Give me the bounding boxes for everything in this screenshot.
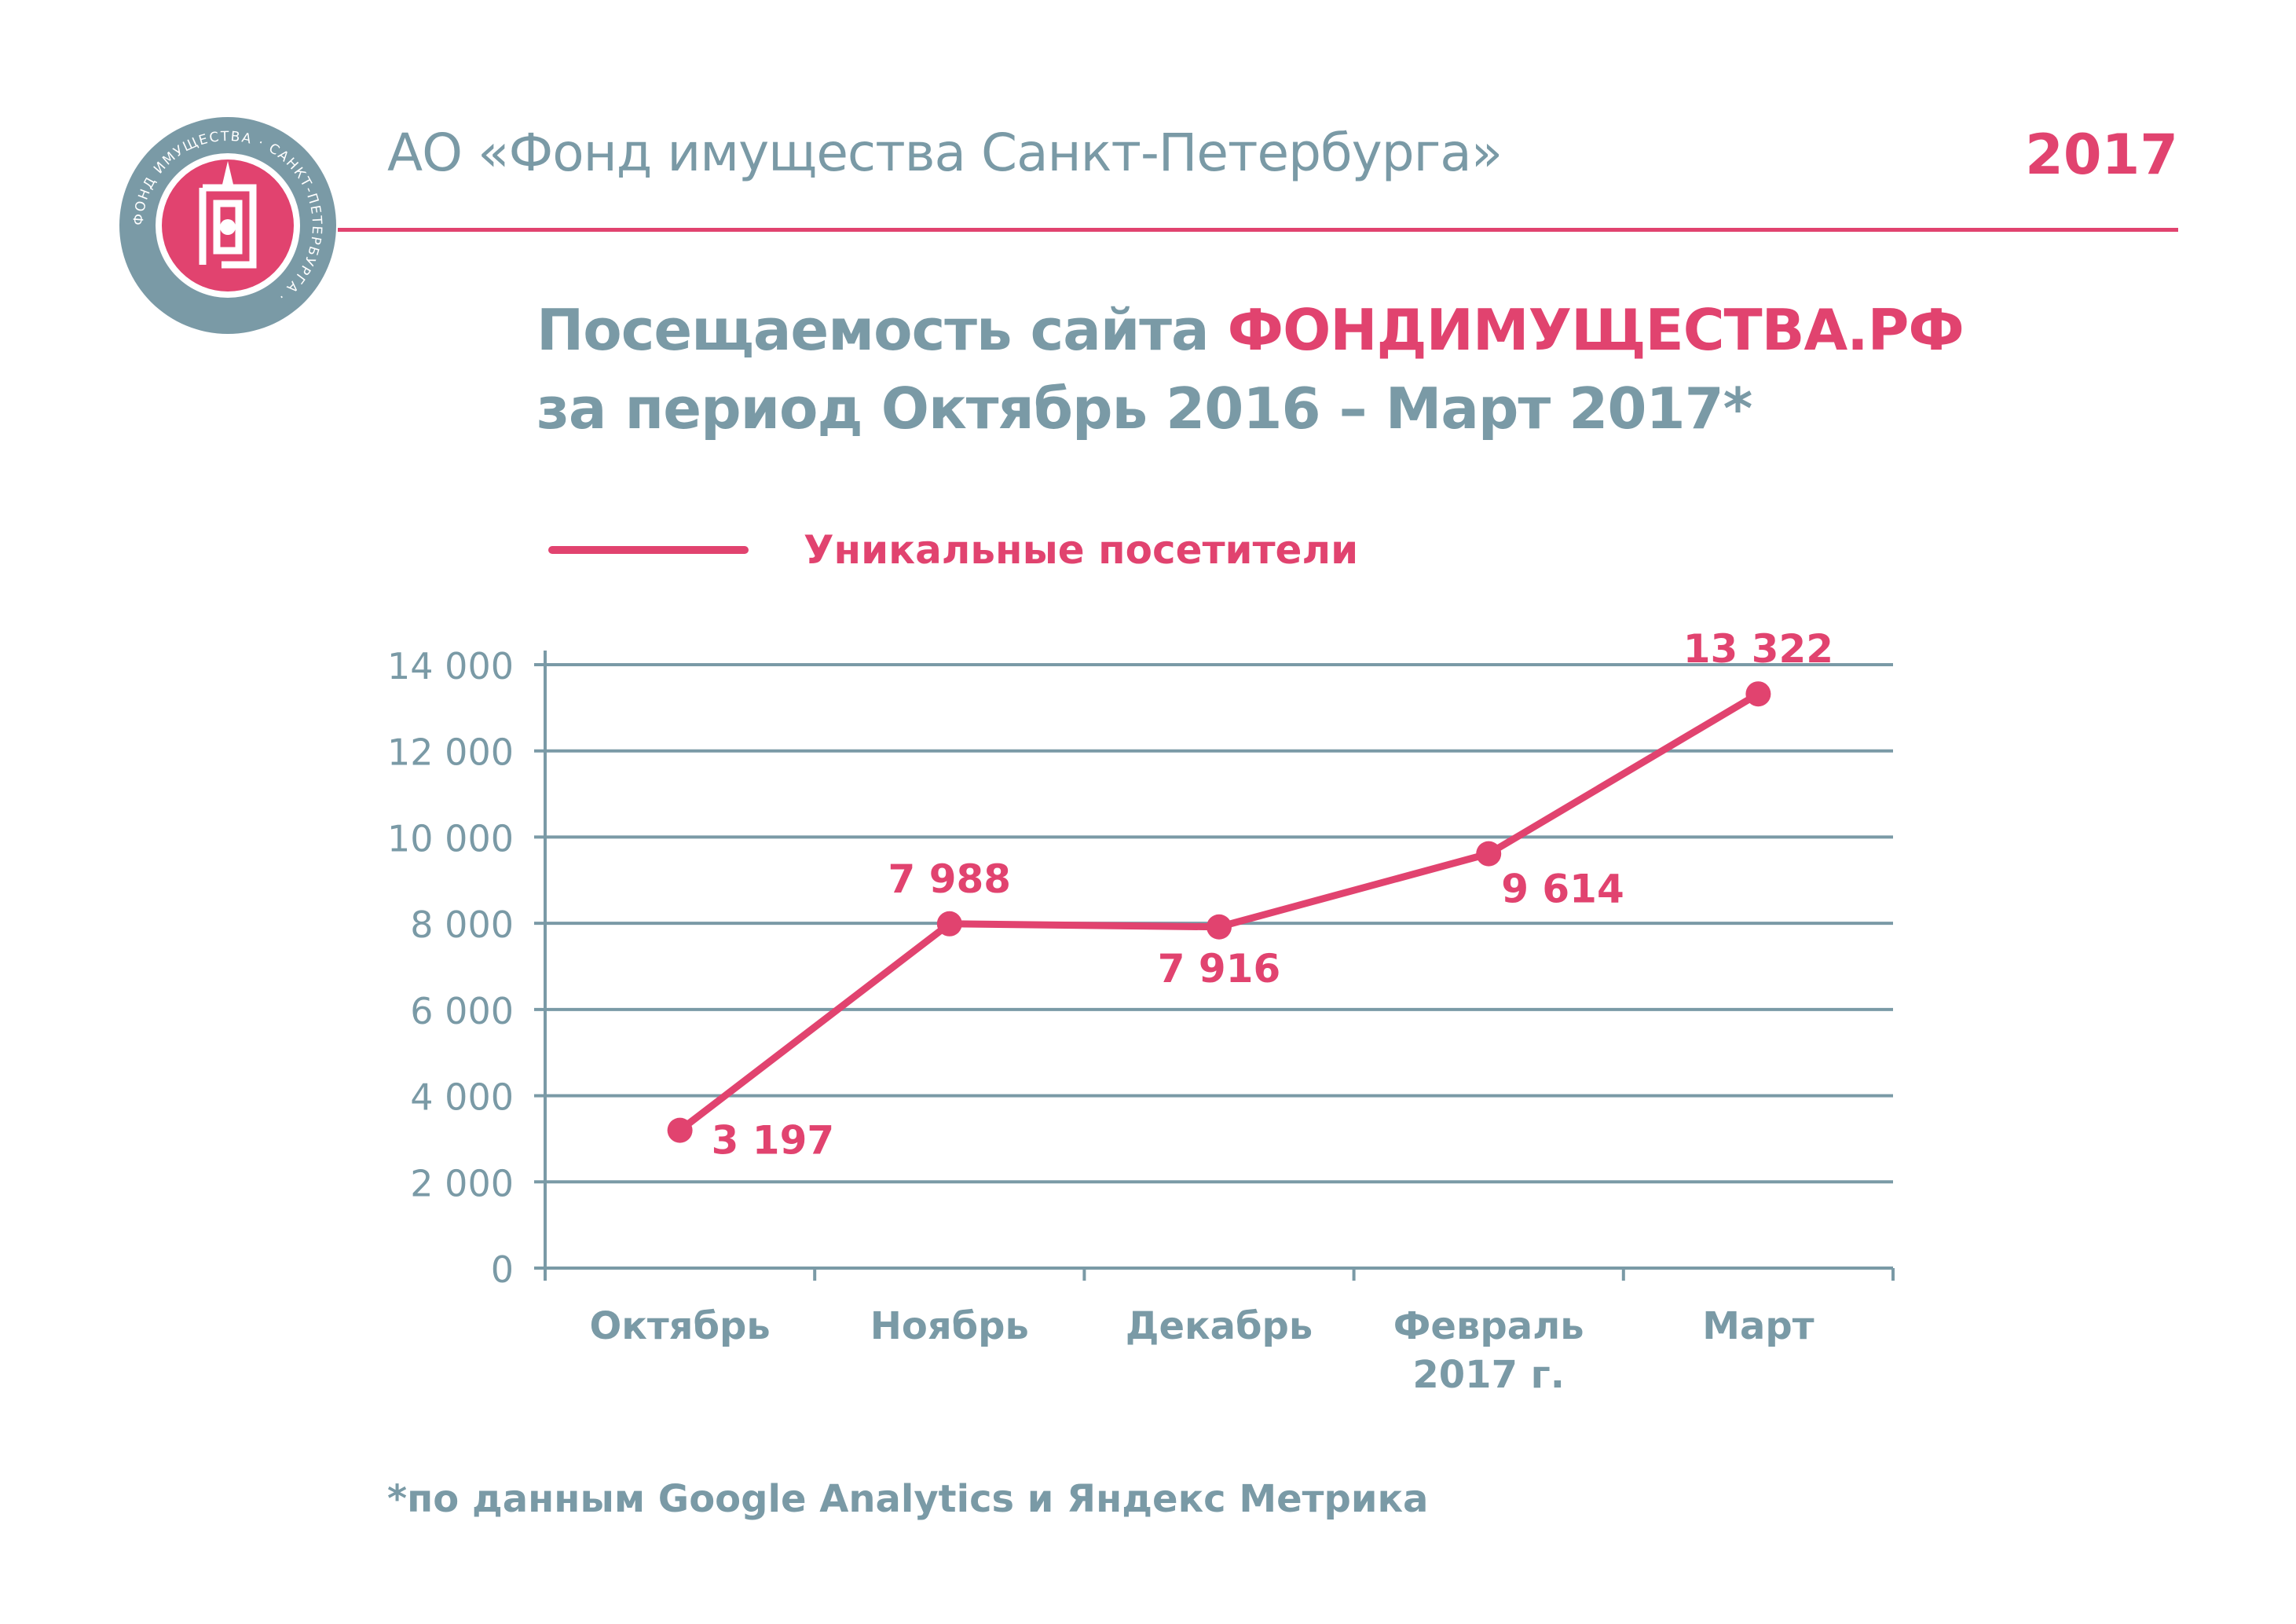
x-tick-label-line: Март [1702,1304,1814,1348]
logo-emblem-icon: ФОНД ИМУЩЕСТВА · САНКТ-ПЕТЕРБУРГА · [119,117,336,334]
data-label: 7 988 [888,856,1012,902]
chart-title-line2: за период Октябрь 2016 – Март 2017* [536,376,1752,442]
data-label: 9 614 [1501,867,1624,912]
data-point [1207,914,1232,940]
x-tick-label-line: 2017 г. [1412,1353,1565,1397]
legend-label: Уникальные посетители [804,527,1359,573]
site-name-accent: ФОНДИМУЩЕСТВА.РФ [1227,297,1965,363]
chart-title: Посещаемость сайта ФОНДИМУЩЕСТВА.РФ за п… [536,291,1965,448]
grid-layer [534,663,1893,1184]
data-point [936,911,962,937]
x-tick-label: Ноябрь [870,1304,1029,1348]
data-point [1745,681,1771,707]
data-point [667,1117,693,1143]
y-tick-label: 0 [491,1248,514,1291]
data-label: 3 197 [712,1118,835,1164]
x-tick-label: Октябрь [589,1304,770,1348]
x-tick-label-line: Ноябрь [870,1304,1029,1348]
x-tick-label-line: Октябрь [589,1304,770,1348]
data-label: 13 322 [1683,626,1833,672]
label-layer: 0 2 000 4 000 6 000 8 000 10 000 12 000 14 000 О… [387,626,1833,1397]
y-tick-label: 6 000 [410,990,514,1032]
axis-layer [534,651,1895,1281]
data-label: 7 916 [1158,946,1281,992]
chart-title-line1: Посещаемость сайта ФОНДИМУЩЕСТВА.РФ [536,291,1965,369]
y-tick-label: 2 000 [410,1162,514,1204]
legend-swatch [548,546,749,554]
x-tick-label-line: Декабрь [1126,1304,1313,1348]
chart-title-prefix: Посещаемость сайта [536,297,1228,363]
x-tick-label-line: Февраль [1393,1304,1584,1348]
organization-title: АО «Фонд имущества Санкт-Петербурга» [387,123,1503,183]
y-tick-label: 4 000 [410,1076,514,1119]
footnote: *по данным Google Analytics и Яндекс Мет… [387,1477,1429,1521]
series-line [676,690,1762,1135]
data-point [1476,841,1502,867]
report-year: 2017 [2025,123,2178,187]
y-tick-label: 14 000 [387,645,514,687]
x-tick-label: Декабрь [1126,1304,1313,1348]
y-tick-label: 8 000 [410,904,514,946]
chart-legend: Уникальные посетители [548,522,1358,577]
y-tick-label: 10 000 [387,817,514,860]
y-tick-label: 12 000 [387,731,514,774]
x-tick-label: Март [1702,1304,1814,1348]
header-divider [338,228,2178,232]
x-tick-label: Февраль 2017 г. [1393,1304,1584,1397]
series-layer [667,681,1771,1143]
